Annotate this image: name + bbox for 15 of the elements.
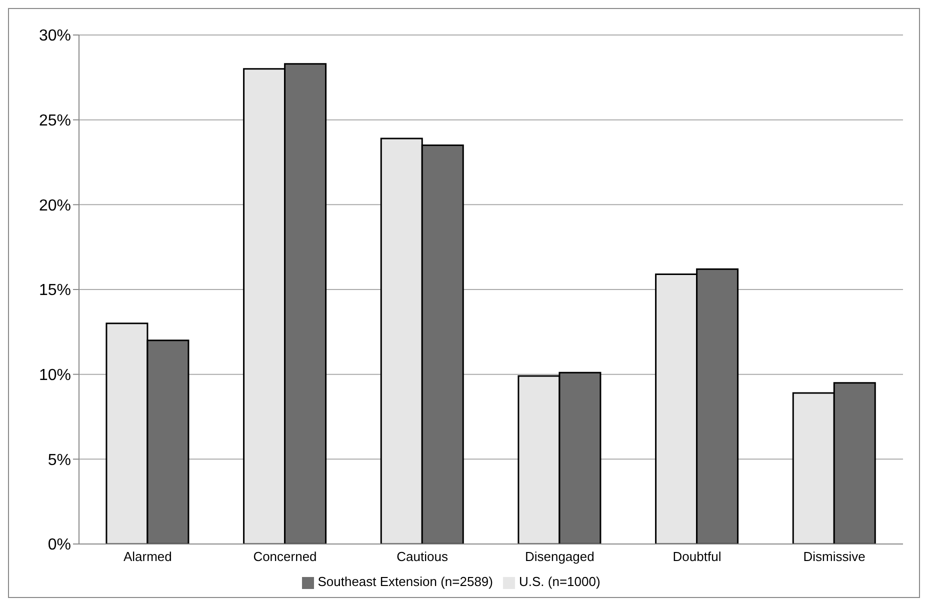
y-tick-label: 30% — [38, 28, 71, 45]
y-tick-label: 25% — [38, 112, 71, 130]
y-tick-label: 0% — [48, 536, 71, 554]
legend-label: U.S. (n=1000) — [518, 574, 600, 589]
y-tick-label: 10% — [38, 367, 71, 384]
y-tick-label: 5% — [48, 452, 71, 469]
y-tick-label: 20% — [38, 197, 71, 214]
y-tick-label: 15% — [38, 282, 71, 300]
x-tick-label: Concerned — [253, 549, 317, 564]
x-tick-label: Cautious — [396, 549, 448, 564]
x-tick-label: Alarmed — [123, 549, 172, 564]
x-tick-label: Disengaged — [524, 549, 594, 564]
x-tick-label: Doubtful — [672, 549, 722, 564]
legend-label: Southeast Extension (n=2589) — [318, 574, 493, 589]
x-tick-label: Dismissive — [803, 549, 866, 564]
